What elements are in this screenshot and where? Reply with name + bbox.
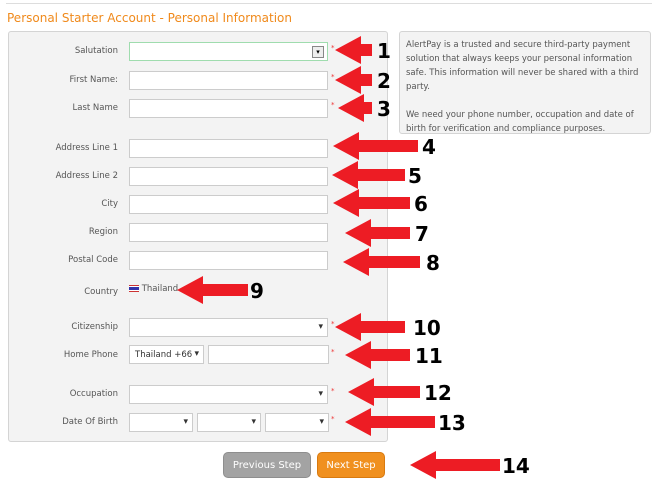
required-mark: * xyxy=(331,387,335,395)
required-mark: * xyxy=(331,415,335,423)
annotation-arrow xyxy=(335,313,405,341)
annotation-arrow xyxy=(335,36,372,64)
country-label: Country xyxy=(84,287,118,297)
dob-month-select[interactable] xyxy=(197,413,261,432)
annotation-number: 14 xyxy=(502,454,530,478)
home-phone-input[interactable] xyxy=(208,345,329,364)
annotation-number: 6 xyxy=(414,192,428,216)
citizenship-label: Citizenship xyxy=(71,322,118,332)
required-mark: * xyxy=(331,73,335,81)
annotation-number: 5 xyxy=(408,164,422,188)
city-label: City xyxy=(101,199,118,209)
home-phone-label: Home Phone xyxy=(63,350,118,360)
required-mark: * xyxy=(331,101,335,109)
address2-input[interactable] xyxy=(129,167,328,186)
thailand-flag-icon xyxy=(129,285,139,292)
salutation-label: Salutation xyxy=(74,46,118,56)
annotation-arrow xyxy=(177,276,248,304)
dob-day-select[interactable] xyxy=(129,413,193,432)
annotation-arrow xyxy=(335,66,372,94)
annotation-number: 8 xyxy=(426,251,440,275)
info-box: AlertPay is a trusted and secure third-p… xyxy=(399,31,651,134)
required-mark: * xyxy=(331,320,335,328)
next-step-button[interactable]: Next Step xyxy=(317,452,385,478)
last-name-input[interactable] xyxy=(129,99,328,118)
annotation-arrow xyxy=(345,341,410,369)
annotation-arrow xyxy=(338,94,372,122)
occupation-select[interactable] xyxy=(129,385,328,404)
info-text: We need your phone number, occupation an… xyxy=(406,110,634,134)
annotation-number: 3 xyxy=(377,97,391,121)
required-mark: * xyxy=(331,348,335,356)
salutation-select[interactable]: ▾ xyxy=(129,42,328,61)
address1-input[interactable] xyxy=(129,139,328,158)
previous-step-button[interactable]: Previous Step xyxy=(223,452,311,478)
postal-label: Postal Code xyxy=(68,255,118,265)
occupation-label: Occupation xyxy=(69,389,118,399)
annotation-number: 9 xyxy=(250,279,264,303)
annotation-arrow xyxy=(410,451,500,479)
required-mark: * xyxy=(331,44,335,52)
postal-input[interactable] xyxy=(129,251,328,270)
first-name-input[interactable] xyxy=(129,71,328,90)
last-name-label: Last Name xyxy=(72,103,118,113)
info-text: AlertPay is a trusted and secure third-p… xyxy=(406,40,639,92)
dropdown-icon: ▾ xyxy=(312,46,324,58)
country-text: Thailand xyxy=(141,284,179,294)
dob-year-select[interactable] xyxy=(265,413,329,432)
region-label: Region xyxy=(88,227,118,237)
annotation-number: 12 xyxy=(424,381,452,405)
region-input[interactable] xyxy=(129,223,328,242)
annotation-number: 13 xyxy=(438,411,466,435)
annotation-arrow xyxy=(348,378,420,406)
annotation-number: 4 xyxy=(422,135,436,159)
annotation-arrow xyxy=(343,248,420,276)
address1-label: Address Line 1 xyxy=(55,143,118,153)
dob-label: Date Of Birth xyxy=(62,417,118,427)
annotation-number: 11 xyxy=(415,344,443,368)
annotation-number: 10 xyxy=(413,316,441,340)
annotation-number: 1 xyxy=(377,39,391,63)
city-input[interactable] xyxy=(129,195,328,214)
country-value: Thailand xyxy=(129,284,178,294)
annotation-number: 2 xyxy=(377,69,391,93)
annotation-arrow xyxy=(333,132,418,160)
phone-country-text: Thailand +66 xyxy=(135,350,193,360)
page-title: Personal Starter Account - Personal Info… xyxy=(7,11,292,25)
annotation-number: 7 xyxy=(415,222,429,246)
divider xyxy=(6,3,652,4)
first-name-label: First Name: xyxy=(69,75,118,85)
annotation-arrow xyxy=(345,408,435,436)
citizenship-select[interactable] xyxy=(129,318,328,337)
address2-label: Address Line 2 xyxy=(55,171,118,181)
annotation-arrow xyxy=(332,161,405,189)
annotation-arrow xyxy=(345,219,410,247)
phone-country-select[interactable]: Thailand +66 xyxy=(129,345,204,364)
annotation-arrow xyxy=(333,189,410,217)
